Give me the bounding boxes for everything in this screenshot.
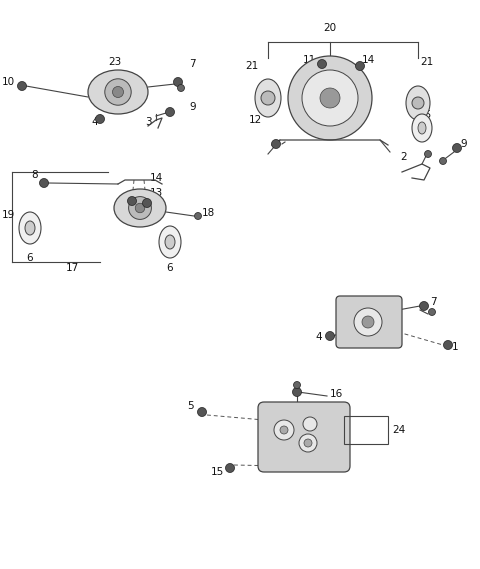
Text: 17: 17 [65,263,79,273]
Text: 8: 8 [31,170,38,180]
FancyBboxPatch shape [258,402,350,472]
Text: 5: 5 [187,401,194,411]
Circle shape [424,150,432,158]
Circle shape [292,387,301,397]
Circle shape [272,139,280,149]
Ellipse shape [88,70,148,114]
Text: 14: 14 [150,173,163,183]
Text: 7: 7 [189,59,196,69]
Circle shape [112,86,123,97]
Circle shape [17,81,26,90]
Ellipse shape [25,221,35,235]
Text: 13: 13 [150,188,163,198]
Circle shape [288,56,372,140]
Circle shape [135,203,145,213]
Text: 18: 18 [202,208,215,218]
Circle shape [274,420,294,440]
Circle shape [320,88,340,108]
Text: 3: 3 [145,117,152,127]
Text: 15: 15 [211,467,224,477]
Ellipse shape [255,79,281,117]
Text: 6: 6 [167,263,173,273]
Text: 22: 22 [337,297,350,307]
Circle shape [143,199,152,208]
Circle shape [453,143,461,152]
Circle shape [166,108,175,117]
Circle shape [178,85,184,92]
Circle shape [325,332,335,340]
Text: 16: 16 [330,389,343,399]
Text: 24: 24 [392,425,405,435]
Ellipse shape [114,189,166,227]
Circle shape [299,434,317,452]
Circle shape [420,302,429,311]
Ellipse shape [412,114,432,142]
Circle shape [429,308,435,315]
Circle shape [362,316,374,328]
Text: 25: 25 [418,110,431,120]
Circle shape [302,70,358,126]
Circle shape [280,426,288,434]
Ellipse shape [19,212,41,244]
Circle shape [194,212,202,220]
Text: 12: 12 [249,115,262,125]
Circle shape [39,179,48,188]
Circle shape [173,77,182,86]
Ellipse shape [159,226,181,258]
Circle shape [303,417,317,431]
Text: 10: 10 [2,77,15,87]
Text: 21: 21 [420,57,433,67]
Circle shape [356,61,364,71]
Circle shape [226,464,235,472]
Ellipse shape [418,122,426,134]
Circle shape [96,114,105,123]
Circle shape [128,196,136,205]
Text: 23: 23 [108,57,121,67]
Text: 14: 14 [362,55,375,65]
Circle shape [129,197,151,220]
Circle shape [354,308,382,336]
Text: 20: 20 [324,23,336,33]
Text: 2: 2 [400,152,407,162]
FancyBboxPatch shape [336,296,402,348]
Text: 21: 21 [245,61,258,71]
Circle shape [412,97,424,109]
Text: 1: 1 [452,342,458,352]
Text: 4: 4 [92,117,98,127]
Text: 7: 7 [430,297,437,307]
Text: 11: 11 [303,55,316,65]
Text: 9: 9 [460,139,467,149]
Ellipse shape [165,235,175,249]
Text: 6: 6 [27,253,33,263]
Circle shape [261,91,275,105]
Circle shape [304,439,312,447]
Text: 4: 4 [315,332,322,342]
Circle shape [444,340,453,349]
Circle shape [317,60,326,68]
Text: 9: 9 [189,102,196,112]
Circle shape [105,79,131,105]
Ellipse shape [406,86,430,120]
Circle shape [440,158,446,164]
Circle shape [197,407,206,417]
Circle shape [293,381,300,389]
Text: 19: 19 [2,210,15,220]
